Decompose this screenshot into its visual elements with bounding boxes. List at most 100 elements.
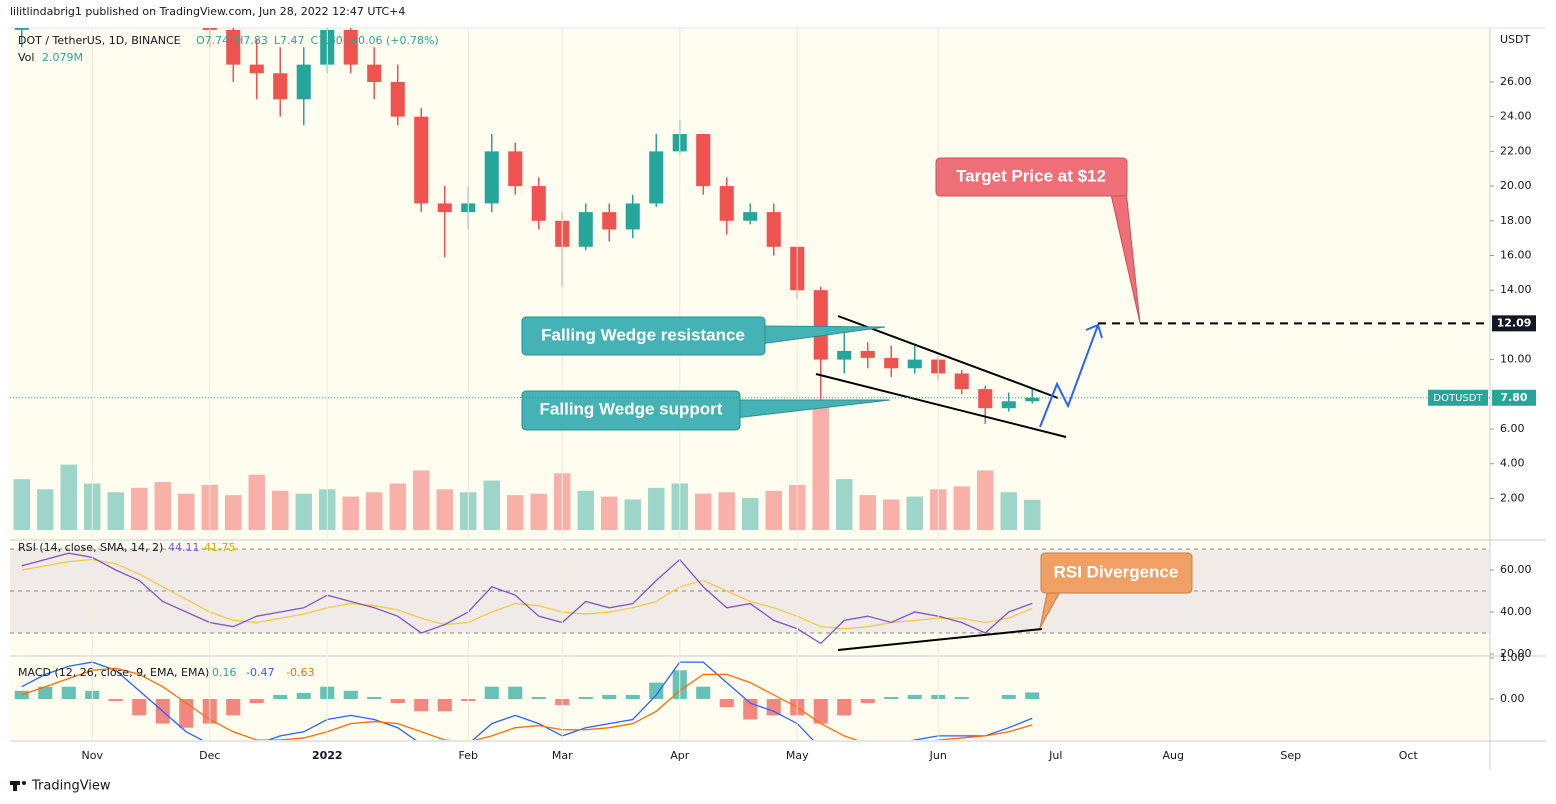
volume-bar [154, 482, 171, 530]
callout: RSI Divergence [1039, 552, 1193, 629]
candle-body [296, 64, 311, 100]
callout-box [935, 157, 1128, 197]
macd-histogram [766, 699, 781, 716]
callout-text: Falling Wedge resistance [541, 325, 745, 344]
series-line [21, 661, 1033, 740]
volume-bar [765, 490, 782, 530]
candle-body [907, 359, 922, 369]
macd-histogram [61, 686, 76, 699]
macd-histogram [719, 699, 734, 708]
wedge-support-line [815, 373, 1067, 438]
y-tick-label: 2.00 [1500, 491, 1525, 504]
x-tick-label: Apr [670, 749, 690, 762]
volume-bar [389, 483, 406, 530]
candle-body [437, 203, 452, 213]
candle-body [414, 116, 429, 204]
axis-unit: USDT [1500, 33, 1531, 46]
volume-bar [624, 499, 641, 530]
candle-body [978, 389, 993, 409]
rsi-pane [10, 548, 1490, 645]
volume-bar [695, 493, 712, 530]
y-tick-label: 6.00 [1500, 422, 1525, 435]
volume-label: Vol [18, 51, 34, 64]
x-tick-label: Oct [1399, 749, 1419, 762]
price-label: 7.80 [1500, 391, 1527, 404]
candle-body [390, 81, 405, 117]
volume-bar [295, 493, 312, 530]
candle-body [602, 212, 617, 230]
callout-text: RSI Divergence [1054, 562, 1179, 581]
callout: Target Price at $12 [935, 157, 1141, 324]
y-tick-label: 14.00 [1500, 283, 1532, 296]
logo-mark [22, 781, 26, 785]
volume-bar [648, 487, 665, 530]
volume-bar [225, 495, 242, 530]
volume-bar [601, 496, 618, 530]
candle-body [226, 29, 241, 65]
candle-body [954, 373, 969, 390]
candle-body [719, 186, 734, 221]
series-line [21, 558, 1033, 630]
macd-histogram [743, 699, 758, 720]
macd-histogram [696, 686, 711, 699]
macd-pane [14, 661, 1040, 740]
arrow-head [1085, 323, 1103, 339]
volume-bar [507, 495, 524, 530]
volume-bar [342, 496, 359, 530]
macd-histogram [273, 694, 288, 699]
ohlc-value: O7.74 [196, 34, 229, 47]
candle-body [484, 151, 499, 204]
macd-histogram [390, 699, 405, 704]
volume-bar [272, 490, 289, 530]
volume-bar [413, 470, 430, 530]
macd-histogram [1001, 694, 1016, 699]
volume-bar [977, 470, 994, 530]
x-tick-label: Nov [82, 749, 104, 762]
volume-bar [37, 489, 54, 530]
macd-histogram [132, 699, 147, 716]
callout: Falling Wedge resistance [521, 316, 886, 356]
macd-value: -0.47 [246, 666, 274, 679]
candle-body [343, 29, 358, 65]
macd-title: MACD (12, 26, close, 9, EMA, EMA) [18, 666, 209, 679]
candle-body [766, 212, 781, 247]
y-tick-label: 0.00 [1500, 692, 1525, 705]
rsi-value: 44.11 [168, 541, 200, 554]
candle-body [531, 186, 546, 221]
volume-bar [107, 492, 124, 530]
y-tick-label: 40.00 [1500, 605, 1532, 618]
x-tick-label: Sep [1280, 749, 1301, 762]
logo-mark [13, 781, 17, 791]
rsi-title: RSI (14, close, SMA, 14, 2) [18, 541, 163, 554]
y-tick-label: 1.00 [1500, 651, 1525, 664]
y-tick-label: 16.00 [1500, 248, 1532, 261]
candle-body [813, 290, 828, 360]
volume-bar [366, 492, 383, 530]
volume-bar [60, 464, 77, 530]
series-line [21, 667, 1033, 740]
x-tick-label: Jun [929, 749, 947, 762]
callout-box [1040, 552, 1193, 594]
candle-body [367, 64, 382, 82]
y-tick-label: 24.00 [1500, 110, 1532, 123]
macd-histogram [484, 686, 499, 699]
macd-histogram [437, 699, 452, 712]
callout-box [521, 316, 766, 356]
volume-bar [883, 499, 900, 530]
candle-body [860, 350, 875, 358]
y-tick-label: 60.00 [1500, 563, 1532, 576]
target-label: 12.09 [1497, 316, 1532, 329]
x-tick-label: 2022 [312, 749, 343, 762]
callout-box [521, 390, 741, 431]
ohlc-value: L7.47 [274, 34, 305, 47]
macd-histogram [578, 696, 593, 699]
candle-body [249, 64, 264, 74]
x-tick-label: Aug [1163, 749, 1184, 762]
candle-body [696, 134, 711, 187]
volume-value: 2.079M [42, 51, 83, 64]
macd-histogram [1025, 692, 1040, 699]
volume-bar [742, 498, 759, 530]
macd-histogram [907, 694, 922, 699]
price-box [1492, 389, 1536, 406]
